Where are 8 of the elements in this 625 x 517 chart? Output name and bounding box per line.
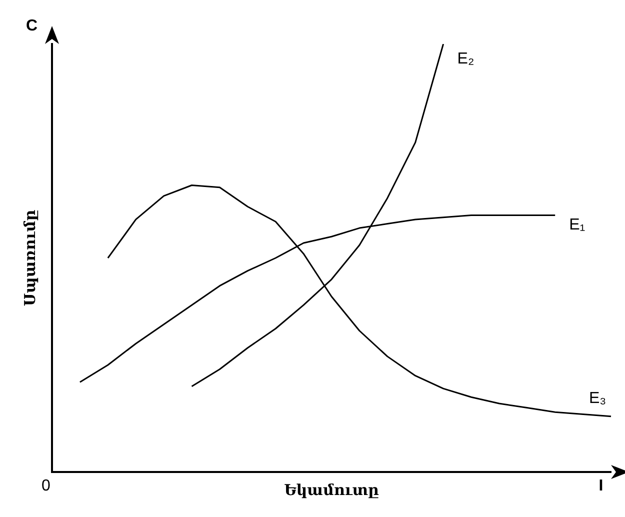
y-axis-title: Սպառումը xyxy=(20,210,39,306)
text: I xyxy=(598,477,604,494)
series-label: E₁ xyxy=(569,216,586,234)
series-label: E₃ xyxy=(589,390,606,407)
text: 0 xyxy=(42,477,51,494)
x-axis-title: Եկամուտը xyxy=(284,480,379,499)
series-label: E₂ xyxy=(457,50,474,68)
text: C xyxy=(26,17,38,34)
